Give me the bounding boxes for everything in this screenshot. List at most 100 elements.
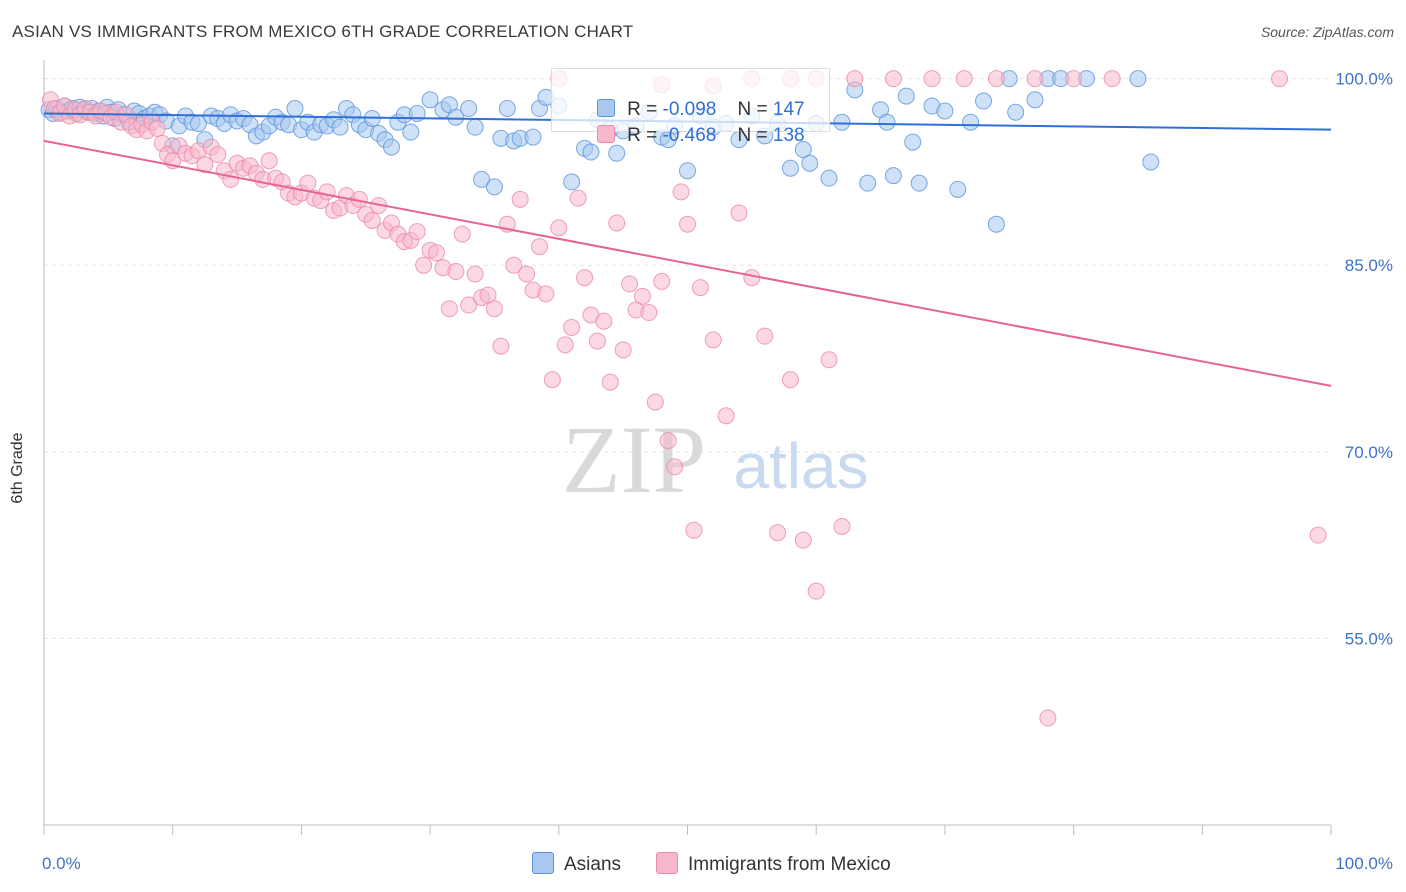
asians-point-104 (794, 141, 812, 159)
legend-n-value-asians: 147 (772, 99, 805, 120)
mexico-point-100 (653, 272, 671, 290)
mexico-point-102 (666, 458, 684, 476)
asians-point-130 (1142, 153, 1160, 171)
mexico-point-99 (646, 393, 664, 411)
mexico-point-91 (595, 312, 613, 330)
asians-point-76 (498, 100, 516, 118)
asians-point-83 (563, 173, 581, 191)
mexico-point-110 (756, 327, 774, 345)
legend-r-value-mexico: -0.468 (662, 125, 717, 146)
series-legend: Asians Immigrants from Mexico (0, 852, 1406, 878)
asians-point-47 (286, 100, 304, 118)
tick-labels: 100.0% 85.0% 70.0% 55.0% 0.0% 100.0% (42, 70, 1393, 873)
asians-point-129 (1129, 70, 1147, 88)
legend-r-label: R = (627, 99, 663, 120)
mexico-point-106 (704, 331, 722, 349)
asians-point-74 (485, 178, 503, 196)
legend-swatch-mexico (656, 852, 678, 874)
asians-point-116 (910, 174, 928, 192)
asians-point-103 (781, 159, 799, 177)
mexico-point-107 (717, 407, 735, 425)
asians-point-121 (975, 92, 993, 110)
mexico-point-83 (543, 371, 561, 389)
axes (43, 60, 1332, 835)
y-tick-label-1: 85.0% (1345, 256, 1393, 275)
asians-point-72 (466, 118, 484, 136)
mexico-point-108 (730, 204, 748, 222)
mexico-point-126 (955, 70, 973, 88)
mexico-point-70 (460, 296, 478, 314)
mexico-point-78 (511, 190, 529, 208)
y-tick-label-3: 55.0% (1345, 629, 1393, 648)
legend-item-mexico[interactable]: Immigrants from Mexico (656, 852, 891, 876)
asians-point-114 (897, 87, 915, 105)
watermark: ZIP atlas (562, 406, 869, 513)
asians-point-113 (884, 167, 902, 185)
chart-source: Source: ZipAtlas.com (1260, 24, 1394, 40)
mexico-point-98 (640, 304, 658, 322)
watermark-zip: ZIP (562, 406, 706, 513)
legend-label-asians: Asians (564, 854, 622, 875)
watermark-atlas: atlas (733, 430, 868, 502)
asians-point-88 (608, 144, 626, 162)
mexico-point-81 (530, 238, 548, 256)
mexico-point-104 (679, 215, 696, 233)
mexico-point-125 (923, 70, 941, 88)
mexico-point-113 (794, 531, 812, 549)
asians-point-124 (1007, 103, 1025, 121)
asians-point-73 (473, 170, 491, 188)
asians-point-65 (402, 123, 420, 141)
mexico-point-45 (299, 174, 317, 192)
mexico-point-69 (453, 225, 471, 243)
asians-point-95 (679, 162, 696, 180)
mexico-point-68 (447, 262, 465, 280)
mexico-point-101 (659, 432, 677, 450)
legend-row-asians: R = -0.098 N = 147 (576, 77, 805, 120)
asians-point-54 (331, 118, 349, 136)
mexico-point-118 (1039, 709, 1057, 727)
asians-point-120 (962, 113, 980, 131)
legend-n-value-mexico: 138 (772, 125, 805, 146)
asians-point-70 (447, 108, 465, 126)
mexico-point-128 (1026, 70, 1044, 88)
legend-n-label: N = (737, 99, 773, 120)
asians-point-85 (582, 143, 600, 161)
mexico-point-124 (884, 70, 902, 88)
x-tick-label-0: 0.0% (42, 854, 81, 873)
mexico-point-71 (466, 265, 484, 283)
asians-point-71 (460, 100, 478, 118)
legend-swatch-mexico (597, 125, 616, 143)
mexico-point-31 (209, 146, 227, 164)
mexico-point-87 (569, 189, 587, 207)
mexico-point-21 (148, 119, 166, 137)
y-tick-label-0: 100.0% (1335, 70, 1393, 89)
legend-r-value-asians: -0.098 (662, 99, 717, 120)
asians-point-122 (987, 215, 1005, 233)
asians-point-119 (949, 180, 967, 198)
mexico-point-65 (428, 244, 446, 262)
asians-point-67 (421, 91, 439, 109)
mexico-point-74 (485, 300, 503, 318)
asians-point-115 (904, 133, 922, 151)
asians-point-125 (1026, 91, 1044, 109)
asians-point-118 (936, 102, 954, 120)
y-tick-label-2: 70.0% (1345, 443, 1393, 462)
mexico-point-112 (781, 371, 799, 389)
asians-point-62 (382, 138, 400, 156)
mexico-point-79 (518, 265, 536, 283)
asians-point-107 (820, 169, 838, 187)
mexico-point-115 (820, 351, 838, 369)
mexico-point-73 (479, 286, 497, 304)
mexico-point-90 (588, 332, 606, 350)
correlation-legend: R = -0.098 N = 147 R = -0.468 N = 138 (551, 68, 830, 146)
mexico-point-67 (440, 300, 458, 318)
mexico-point-75 (492, 337, 510, 355)
mexico-point-85 (556, 336, 574, 354)
mexico-point-97 (633, 287, 651, 305)
mexico-point-123 (846, 70, 864, 88)
legend-item-asians[interactable]: Asians (532, 852, 621, 876)
legend-row-mexico: R = -0.468 N = 138 (576, 103, 805, 146)
asians-point-105 (801, 154, 819, 172)
legend-swatch-asians (597, 99, 616, 117)
mexico-point-88 (576, 269, 594, 287)
